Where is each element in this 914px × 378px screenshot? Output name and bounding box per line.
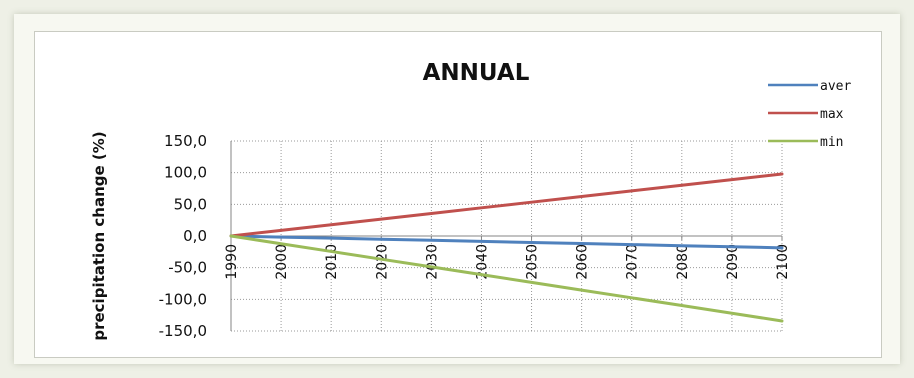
y-axis-label: precipitation change (%) — [90, 131, 108, 340]
x-tick-labels: 1990 2000 2010 2020 2030 2040 2050 2060 2070 2080… — [224, 244, 791, 280]
x-tick-label: 2080 — [675, 244, 691, 280]
y-tick-label: 50,0 — [174, 195, 207, 213]
y-tick-label: -150,0 — [159, 322, 207, 340]
series-line-min — [229, 234, 784, 323]
x-tick-label: 2090 — [725, 244, 741, 280]
x-tick-label: 2030 — [424, 244, 440, 280]
legend-label-max: max — [820, 107, 844, 122]
x-tick-label: 2000 — [274, 244, 290, 280]
y-tick-label: 150,0 — [164, 132, 207, 150]
x-tick-label: 1990 — [224, 244, 240, 280]
legend: aver max min — [768, 79, 851, 150]
x-tick-label: 2050 — [525, 244, 541, 280]
legend-label-min: min — [820, 135, 843, 150]
series-line-aver — [229, 234, 784, 250]
chart-title: ANNUAL — [423, 60, 530, 86]
x-tick-label: 2040 — [474, 244, 490, 280]
x-tick-label: 2100 — [775, 244, 791, 280]
y-tick-label: -50,0 — [168, 259, 207, 277]
chart-panel — [34, 31, 882, 358]
series-line-max — [229, 172, 784, 238]
grid — [230, 140, 783, 332]
y-tick-label: 100,0 — [164, 164, 207, 182]
legend-label-aver: aver — [820, 79, 851, 94]
x-tick-label: 2070 — [625, 244, 641, 280]
y-tick-label: 0,0 — [183, 227, 207, 245]
y-tick-label: -100,0 — [159, 290, 207, 308]
y-tick-labels: 150,0 100,0 50,0 0,0 -50,0 -100,0 -150,0 — [159, 132, 207, 340]
x-tick-label: 2060 — [575, 244, 591, 280]
x-tick-label: 2020 — [374, 244, 390, 280]
series-lines — [229, 172, 784, 323]
